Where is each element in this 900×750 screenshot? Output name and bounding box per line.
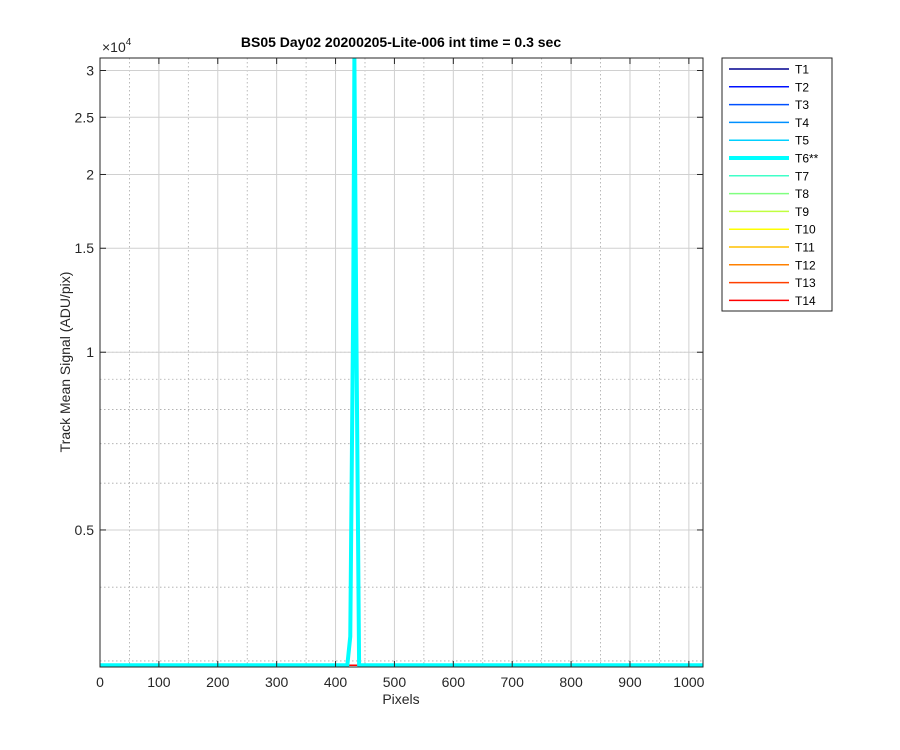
y-exponent-label: ×104 (102, 37, 132, 55)
y-tick-labels: 0.5 1 1.5 2 2.5 3 (75, 63, 95, 538)
legend-items: T1 T2 T3 T4 T5 T6** T7 T8 T9 T10 T11 T12 T13 T14 (729, 63, 819, 308)
plot-area (100, 58, 703, 667)
plot-frame (99, 57, 704, 668)
x-tick-label: 0 (96, 674, 104, 690)
x-tick-label: 600 (442, 674, 466, 690)
legend-label: T13 (795, 276, 816, 290)
x-tick-label: 800 (559, 674, 583, 690)
y-tick-label: 2.5 (75, 109, 95, 125)
legend-label: T7 (795, 169, 809, 183)
series-layer (100, 58, 703, 667)
x-tick-label: 400 (324, 674, 348, 690)
series-line-t6 (100, 58, 703, 667)
legend-label: T9 (795, 205, 809, 219)
x-tick-label: 900 (618, 674, 642, 690)
legend-label: T6** (795, 152, 819, 166)
legend: T1 T2 T3 T4 T5 T6** T7 T8 T9 T10 T11 T12 T13 T14 (721, 57, 833, 312)
y-axis-label: Track Mean Signal (ADU/pix) (57, 272, 73, 453)
legend-label: T10 (795, 223, 816, 237)
x-tick-labels: 0 100 200 300 400 500 600 700 800 900 1000 (96, 674, 705, 690)
legend-box (721, 57, 833, 312)
x-axis-label: Pixels (382, 691, 419, 707)
legend-label: T1 (795, 63, 809, 77)
chart-title: BS05 Day02 20200205-Lite-006 int time = … (241, 34, 561, 50)
legend-label: T12 (795, 258, 816, 272)
legend-label: T3 (795, 98, 809, 112)
x-tick-label: 700 (501, 674, 525, 690)
x-tick-label: 500 (383, 674, 407, 690)
y-tick-label: 3 (86, 63, 94, 79)
legend-label: T2 (795, 80, 809, 94)
legend-label: T5 (795, 134, 809, 148)
x-tick-label: 1000 (673, 674, 704, 690)
x-tick-label: 300 (265, 674, 289, 690)
x-tick-label: 100 (147, 674, 171, 690)
legend-label: T8 (795, 187, 809, 201)
y-tick-label: 0.5 (75, 522, 95, 538)
x-tick-label: 200 (206, 674, 230, 690)
y-tick-label: 1.5 (75, 240, 95, 256)
legend-label: T11 (795, 241, 815, 255)
legend-label: T14 (795, 294, 816, 308)
tick-marks (99, 58, 703, 667)
legend-label: T4 (795, 116, 809, 130)
y-tick-label: 1 (86, 344, 94, 360)
y-tick-label: 2 (86, 166, 94, 182)
